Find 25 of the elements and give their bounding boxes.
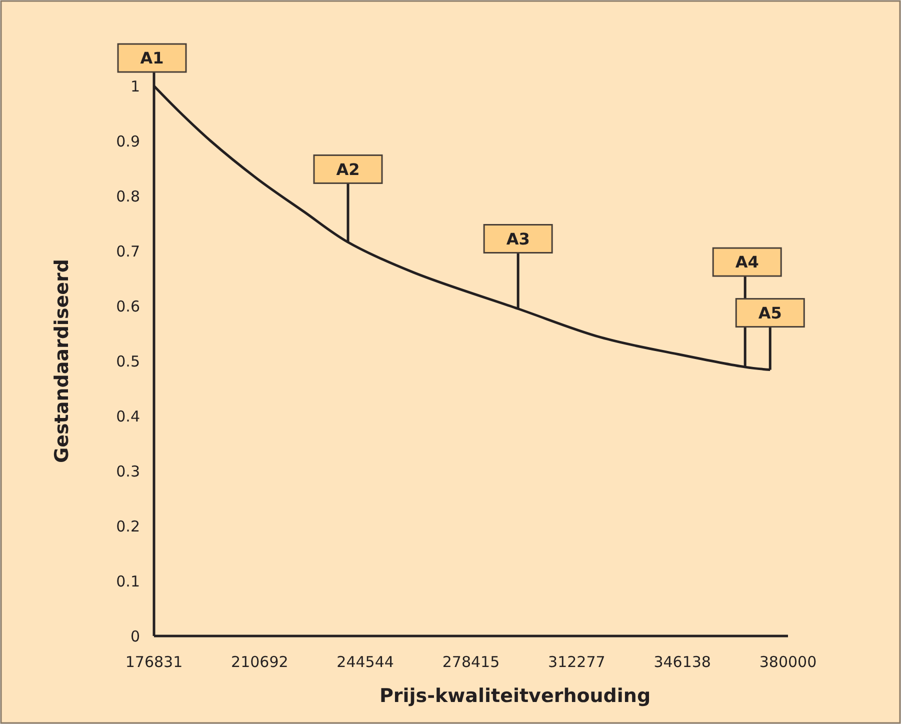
- x-tick-label: 244544: [336, 653, 394, 671]
- annotation: A1: [140, 48, 164, 68]
- annotation: A3: [506, 229, 530, 248]
- y-tick-label: 0.2: [116, 517, 140, 536]
- x-tick-label: 346138: [654, 653, 711, 671]
- annotation: A2: [336, 160, 360, 179]
- y-tick-label: 0.8: [116, 187, 140, 206]
- annotation: A4: [735, 252, 759, 272]
- annotation: A5: [758, 303, 782, 322]
- y-tick-label: 0.6: [116, 297, 140, 316]
- y-tick-label: 0.5: [116, 352, 140, 370]
- y-axis-title: Gestandaardiseerd: [51, 259, 73, 463]
- y-tick-label: 0.9: [116, 132, 140, 150]
- x-axis-title: Prijs-kwaliteitverhouding: [379, 685, 651, 707]
- x-tick-label: 210692: [231, 653, 288, 671]
- y-tick-label: 0.7: [116, 242, 140, 260]
- x-tick-label: 176831: [125, 653, 183, 671]
- x-tick-label: 312277: [548, 653, 606, 671]
- y-tick-label: 0.4: [116, 407, 140, 426]
- y-tick-label: 0.1: [116, 572, 140, 590]
- y-tick-label: 0.3: [116, 462, 140, 480]
- y-tick-label: 1: [130, 77, 140, 96]
- y-tick-label: 0: [130, 627, 140, 646]
- x-tick-label: 380000: [759, 653, 817, 671]
- x-tick-label: 278415: [442, 653, 500, 671]
